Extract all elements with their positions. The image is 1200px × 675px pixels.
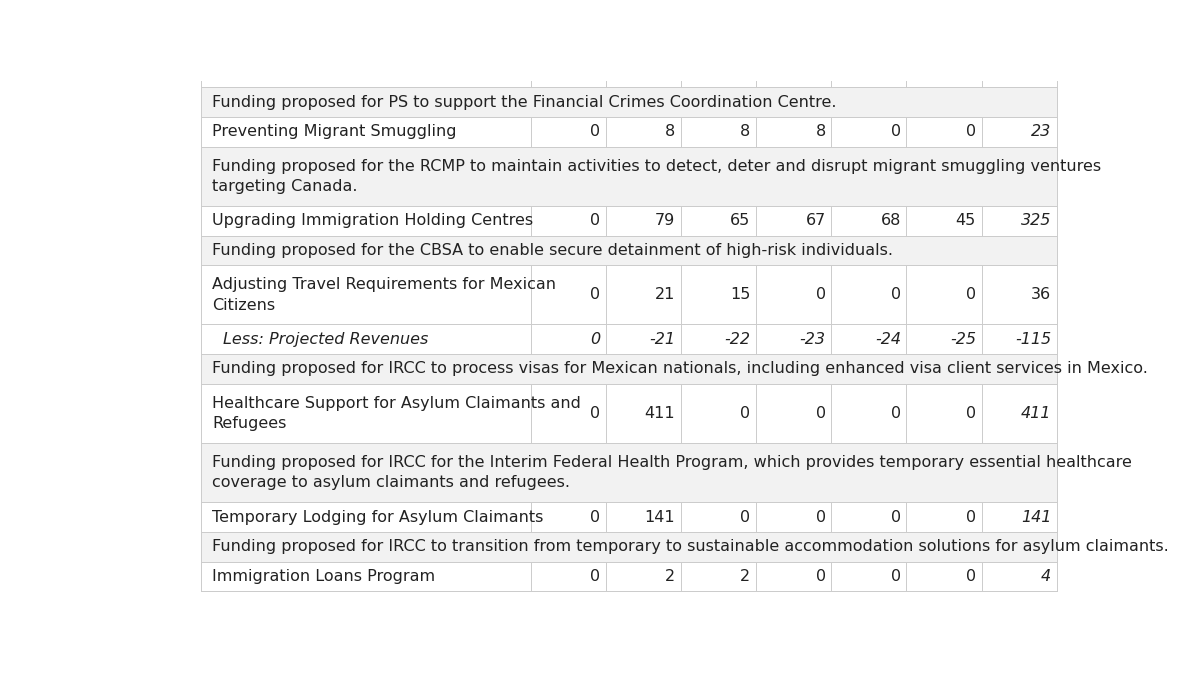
FancyBboxPatch shape [202,384,1057,443]
Text: 0: 0 [590,213,600,228]
Text: 23: 23 [1031,124,1051,139]
Text: Upgrading Immigration Holding Centres: Upgrading Immigration Holding Centres [212,213,534,228]
Text: 2: 2 [740,569,750,584]
Text: 0: 0 [966,406,976,421]
FancyBboxPatch shape [202,87,1057,117]
Text: 45: 45 [955,213,976,228]
FancyBboxPatch shape [202,146,1057,206]
FancyBboxPatch shape [202,81,1057,87]
Text: 0: 0 [816,569,826,584]
FancyBboxPatch shape [202,532,1057,562]
Text: 0: 0 [590,510,600,524]
Text: 0: 0 [590,406,600,421]
Text: -115: -115 [1015,332,1051,347]
Text: 15: 15 [730,288,750,302]
Text: 0: 0 [816,510,826,524]
Text: 141: 141 [644,510,676,524]
FancyBboxPatch shape [202,265,1057,325]
Text: 0: 0 [740,406,750,421]
Text: 0: 0 [740,510,750,524]
Text: Temporary Lodging for Asylum Claimants: Temporary Lodging for Asylum Claimants [212,510,544,524]
Text: Healthcare Support for Asylum Claimants and
Refugees: Healthcare Support for Asylum Claimants … [212,396,581,431]
Text: 21: 21 [655,288,676,302]
Text: 0: 0 [816,288,826,302]
Text: 8: 8 [816,124,826,139]
FancyBboxPatch shape [202,502,1057,532]
FancyBboxPatch shape [202,117,1057,146]
Text: 0: 0 [890,124,901,139]
FancyBboxPatch shape [202,206,1057,236]
FancyBboxPatch shape [202,443,1057,502]
Text: -25: -25 [950,332,976,347]
Text: 0: 0 [590,332,600,347]
Text: 4: 4 [1042,569,1051,584]
Text: 0: 0 [890,406,901,421]
Text: 0: 0 [966,569,976,584]
FancyBboxPatch shape [202,325,1057,354]
Text: -22: -22 [725,332,750,347]
Text: Funding proposed for the CBSA to enable secure detainment of high-risk individua: Funding proposed for the CBSA to enable … [212,243,893,258]
Text: 0: 0 [890,288,901,302]
Text: Funding proposed for IRCC for the Interim Federal Health Program, which provides: Funding proposed for IRCC for the Interi… [212,455,1132,491]
Text: 8: 8 [665,124,676,139]
Text: 36: 36 [1031,288,1051,302]
Text: 0: 0 [890,510,901,524]
Text: 79: 79 [655,213,676,228]
Text: Preventing Migrant Smuggling: Preventing Migrant Smuggling [212,124,457,139]
Text: 0: 0 [966,288,976,302]
Text: Funding proposed for IRCC to transition from temporary to sustainable accommodat: Funding proposed for IRCC to transition … [212,539,1169,554]
Text: -21: -21 [649,332,676,347]
Text: Immigration Loans Program: Immigration Loans Program [212,569,436,584]
Text: Less: Projected Revenues: Less: Projected Revenues [223,332,428,347]
Text: 411: 411 [1021,406,1051,421]
Text: 65: 65 [731,213,750,228]
FancyBboxPatch shape [202,562,1057,591]
FancyBboxPatch shape [202,354,1057,384]
Text: Adjusting Travel Requirements for Mexican
Citizens: Adjusting Travel Requirements for Mexica… [212,277,557,313]
Text: -23: -23 [799,332,826,347]
Text: 67: 67 [805,213,826,228]
Text: 411: 411 [644,406,676,421]
Text: 8: 8 [740,124,750,139]
Text: Funding proposed for PS to support the Financial Crimes Coordination Centre.: Funding proposed for PS to support the F… [212,95,836,109]
Text: 0: 0 [590,124,600,139]
Text: 325: 325 [1021,213,1051,228]
Text: -24: -24 [875,332,901,347]
Text: 0: 0 [590,569,600,584]
Text: 0: 0 [966,124,976,139]
Text: 0: 0 [816,406,826,421]
Text: Funding proposed for the RCMP to maintain activities to detect, deter and disrup: Funding proposed for the RCMP to maintai… [212,159,1102,194]
Text: 0: 0 [590,288,600,302]
Text: 141: 141 [1021,510,1051,524]
Text: 0: 0 [890,569,901,584]
FancyBboxPatch shape [202,236,1057,265]
Text: 2: 2 [665,569,676,584]
Text: 68: 68 [881,213,901,228]
Text: Funding proposed for IRCC to process visas for Mexican nationals, including enha: Funding proposed for IRCC to process vis… [212,362,1148,377]
Text: 0: 0 [966,510,976,524]
